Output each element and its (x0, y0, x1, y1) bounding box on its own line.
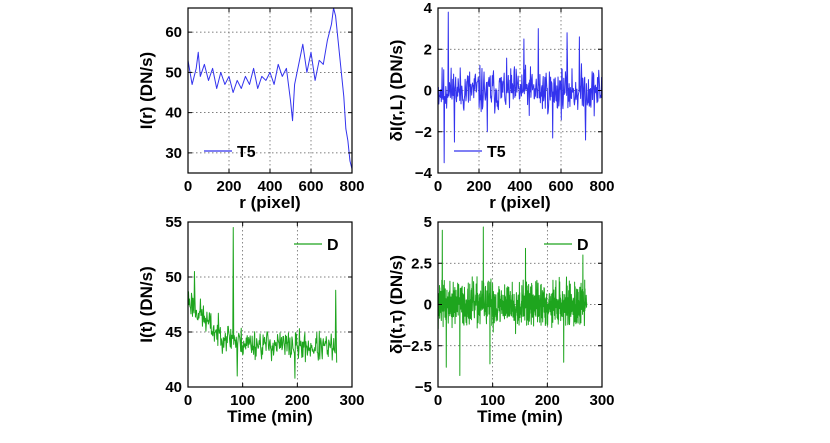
y-tick-label: 4 (424, 0, 433, 17)
y-tick-label: −4 (415, 165, 433, 182)
y-tick-label: 30 (165, 145, 182, 162)
x-tick-label: 600 (298, 178, 323, 195)
y-axis-label: I(r) (DN/s) (137, 52, 156, 129)
plot-frame (187, 221, 353, 388)
chart-panel-3: 0 100 200 300 40 45 50 55 Time (min) I(t) (DN/s) D (137, 214, 365, 426)
x-tick-label: 200 (216, 178, 241, 195)
x-tick-label: 200 (285, 392, 310, 409)
series-line-t5 (438, 11, 602, 164)
y-tick-label: 50 (165, 269, 182, 286)
x-tick-label: 0 (434, 178, 442, 195)
y-axis-label: δI(r,L) (DN/s) (387, 40, 406, 142)
x-axis-label: r (pixel) (489, 193, 550, 212)
x-tick-label: 400 (257, 178, 282, 195)
legend-label: D (577, 237, 589, 254)
legend-label: D (327, 237, 339, 254)
x-tick-label: 300 (339, 392, 364, 409)
y-axis-label: I(t) (DN/s) (137, 266, 156, 342)
x-tick-label: 800 (339, 178, 364, 195)
chart-panel-1: 0 200 400 600 800 30 40 50 60 r (pixel) I(r) (DN/s… (137, 7, 365, 212)
y-tick-label: 60 (165, 24, 182, 41)
y-tick-label: 40 (165, 105, 182, 122)
y-tick-label: 40 (165, 379, 182, 396)
series-line-t5 (188, 8, 352, 170)
series-line-d (438, 226, 588, 376)
x-tick-label: 0 (434, 392, 442, 409)
y-tick-label: 45 (165, 324, 182, 341)
chart-panel-4: 0 100 200 300 −5 −2.5 0 2.5 5 Time (min) δI(t,τ) (… (387, 214, 615, 426)
y-tick-label: 55 (165, 214, 182, 231)
y-tick-label: 50 (165, 64, 182, 81)
x-tick-label: 200 (535, 392, 560, 409)
y-tick-label: 5 (424, 214, 432, 231)
x-tick-label: 100 (480, 392, 505, 409)
x-axis-label: r (pixel) (239, 193, 300, 212)
series-line-d (188, 227, 338, 379)
x-tick-label: 100 (230, 392, 255, 409)
legend-label: T5 (237, 144, 256, 161)
x-tick-label: 200 (466, 178, 491, 195)
y-tick-label: 2.5 (411, 255, 432, 272)
x-tick-label: 400 (507, 178, 532, 195)
x-tick-label: 0 (184, 178, 192, 195)
y-tick-label: 0 (424, 297, 432, 314)
y-axis-label: δI(t,τ) (DN/s) (387, 255, 406, 354)
legend-label: T5 (487, 144, 506, 161)
x-tick-label: 300 (589, 392, 614, 409)
x-tick-label: 0 (184, 392, 192, 409)
x-axis-label: Time (min) (477, 407, 563, 426)
y-tick-label: −2.5 (402, 338, 432, 355)
x-tick-label: 600 (548, 178, 573, 195)
chart-panel-2: 0 200 400 600 800 −4 −2 0 2 4 r (pixel) δI(r,L) (DN… (387, 0, 615, 212)
y-tick-label: −2 (415, 124, 432, 141)
x-tick-label: 800 (589, 178, 614, 195)
y-tick-label: 2 (424, 41, 432, 58)
y-tick-label: −5 (415, 379, 432, 396)
y-tick-label: 0 (424, 83, 432, 100)
x-axis-label: Time (min) (227, 407, 313, 426)
